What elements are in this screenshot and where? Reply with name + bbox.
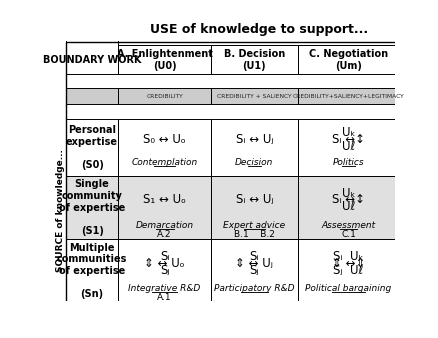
Text: S₁ ↔ Uₒ: S₁ ↔ Uₒ <box>143 193 186 207</box>
Text: Sᵢ ↔↕: Sᵢ ↔↕ <box>331 193 364 207</box>
Bar <box>66 176 118 239</box>
Text: Uℓ: Uℓ <box>341 200 354 213</box>
Text: SOURCE of knowledge...: SOURCE of knowledge... <box>56 149 65 272</box>
Text: BOUNDARY WORK: BOUNDARY WORK <box>43 55 141 65</box>
Text: Sᵢ  Uₖ: Sᵢ Uₖ <box>332 250 363 263</box>
Text: USE of knowledge to support...: USE of knowledge to support... <box>149 23 367 35</box>
Text: Politics: Politics <box>332 158 364 167</box>
Bar <box>210 176 297 239</box>
Text: Sᵢ ↔↕: Sᵢ ↔↕ <box>331 134 364 146</box>
Bar <box>66 119 118 176</box>
Bar <box>66 13 118 74</box>
Text: Political bargaining: Political bargaining <box>305 284 391 293</box>
Text: Multiple
communities
of expertise

(Sn): Multiple communities of expertise (Sn) <box>57 243 127 299</box>
Text: ⇕ ↔ Uₒ: ⇕ ↔ Uₒ <box>144 257 184 270</box>
Text: C. Negotiation
(Um): C. Negotiation (Um) <box>308 49 387 71</box>
Text: B.1    B.2: B.1 B.2 <box>233 230 274 239</box>
Text: Personal
expertise

(S0): Personal expertise (S0) <box>66 125 118 170</box>
Bar <box>210 119 297 176</box>
Bar <box>210 45 297 74</box>
Bar <box>210 239 297 303</box>
Bar <box>118 239 210 303</box>
Bar <box>297 45 398 74</box>
Bar <box>297 119 398 176</box>
Text: Demarcation: Demarcation <box>135 221 193 230</box>
Text: Sⱼ: Sⱼ <box>159 264 169 276</box>
Bar <box>66 88 118 104</box>
Text: Uₖ: Uₖ <box>341 187 354 199</box>
Text: CREDIBILITY: CREDIBILITY <box>146 94 183 98</box>
Text: Sᵢ: Sᵢ <box>159 250 169 263</box>
Bar <box>297 239 398 303</box>
Bar <box>297 88 398 104</box>
Text: Uℓ: Uℓ <box>341 140 354 153</box>
Text: Participatory R&D: Participatory R&D <box>214 284 294 293</box>
Text: B. Decision
(U1): B. Decision (U1) <box>223 49 284 71</box>
Text: Sⱼ  Uℓ: Sⱼ Uℓ <box>332 264 363 276</box>
Text: Uₖ: Uₖ <box>341 126 354 140</box>
Bar <box>118 13 398 45</box>
Bar <box>118 119 210 176</box>
Text: ⇕ ↔⇕: ⇕ ↔⇕ <box>331 257 364 270</box>
Text: Sⱼ: Sⱼ <box>249 264 258 276</box>
Text: Decision: Decision <box>235 158 273 167</box>
Text: Single
community
of expertise

(S1): Single community of expertise (S1) <box>59 179 125 236</box>
Text: ⇕ ↔ Uⱼ: ⇕ ↔ Uⱼ <box>235 257 273 270</box>
Text: Contemplation: Contemplation <box>131 158 197 167</box>
Bar <box>210 88 297 104</box>
Text: Sᵢ ↔ Uⱼ: Sᵢ ↔ Uⱼ <box>235 134 272 146</box>
Text: A.2: A.2 <box>157 230 171 239</box>
Bar <box>118 88 210 104</box>
Bar <box>66 239 118 303</box>
Text: S₀ ↔ Uₒ: S₀ ↔ Uₒ <box>143 134 185 146</box>
Text: A.1: A.1 <box>157 293 171 302</box>
Text: A. Enlightenment
(U0): A. Enlightenment (U0) <box>117 49 212 71</box>
Bar <box>118 176 210 239</box>
Bar <box>118 45 210 74</box>
Text: CREDIBILITY + SALIENCY: CREDIBILITY + SALIENCY <box>217 94 291 98</box>
Text: Sᵢ ↔ Uⱼ: Sᵢ ↔ Uⱼ <box>235 193 272 207</box>
Text: Sᵢ: Sᵢ <box>249 250 258 263</box>
Text: Assessment: Assessment <box>321 221 375 230</box>
Bar <box>297 176 398 239</box>
Text: Integrative R&D: Integrative R&D <box>128 284 200 293</box>
Text: C.1: C.1 <box>340 230 355 239</box>
Text: Expert advice: Expert advice <box>223 221 285 230</box>
Text: CREDIBILITY+SALIENCY+LEGITIMACY: CREDIBILITY+SALIENCY+LEGITIMACY <box>292 94 403 98</box>
